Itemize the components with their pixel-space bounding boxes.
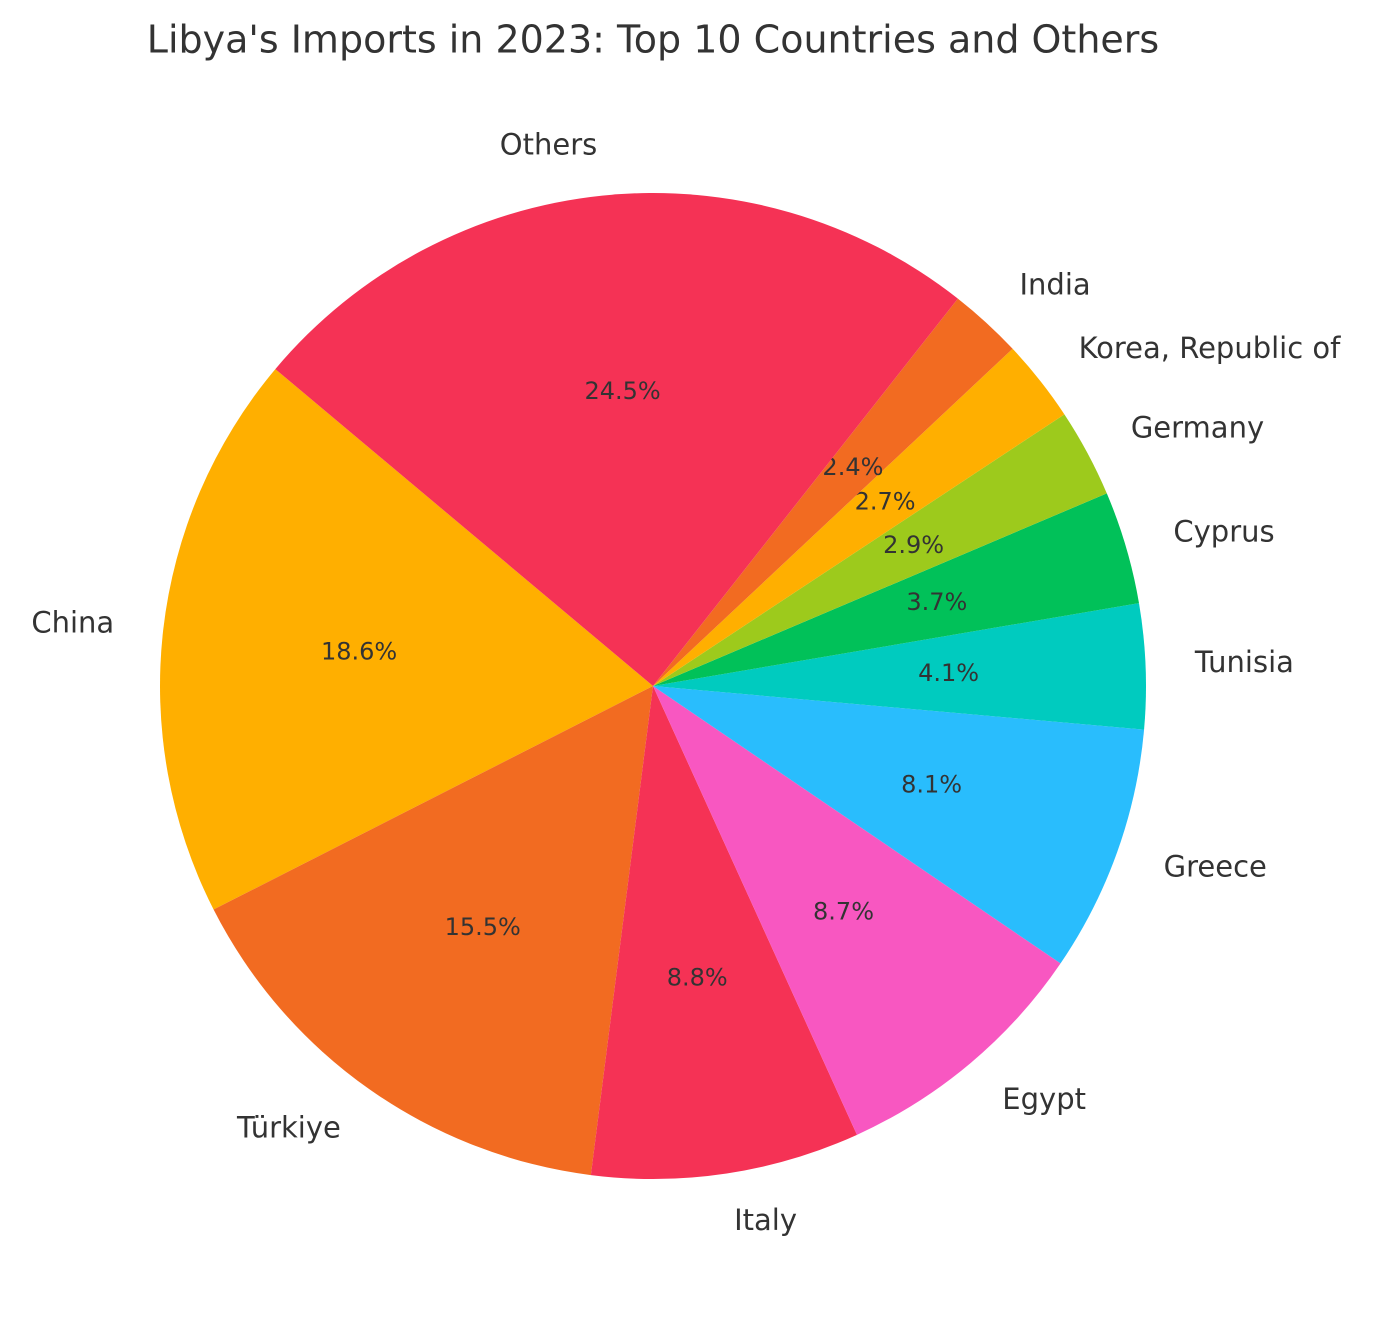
pie-slice: [275, 193, 958, 687]
value-label: 4.1%: [918, 659, 979, 687]
pie-slice: [653, 414, 1107, 686]
value-label: 3.7%: [906, 588, 967, 616]
value-label: 15.5%: [445, 913, 521, 941]
pie-slice: [653, 298, 1013, 686]
chart-title: Libya's Imports in 2023: Top 10 Countrie…: [147, 18, 1159, 62]
value-label: 8.8%: [667, 963, 728, 991]
pie-slice: [653, 686, 1145, 964]
value-label: 2.9%: [883, 531, 944, 559]
slice-label: Germany: [1131, 411, 1264, 445]
pie-slice: [590, 686, 857, 1179]
slice-label: Korea, Republic of: [1079, 331, 1342, 365]
slice-label: Egypt: [1002, 1082, 1086, 1116]
value-label: 8.1%: [901, 771, 962, 799]
slice-label: China: [31, 605, 114, 639]
slice-label: Cyprus: [1173, 514, 1274, 548]
pie-slice: [653, 493, 1139, 686]
pie-slice: [653, 348, 1065, 686]
pie-slice: [653, 686, 1061, 1135]
value-label: 8.7%: [813, 897, 874, 925]
slice-label: Tunisia: [1194, 645, 1294, 679]
pie-slice: [159, 369, 654, 910]
slice-label: Italy: [734, 1203, 797, 1237]
value-label: 24.5%: [584, 377, 660, 405]
slice-label: Greece: [1164, 849, 1267, 883]
value-label: 18.6%: [321, 637, 397, 665]
pie-slice: [653, 603, 1146, 730]
slice-label: Others: [500, 128, 597, 162]
value-label: 2.7%: [855, 488, 916, 516]
slice-label: Türkiye: [236, 1110, 341, 1144]
pie-slice: [213, 686, 653, 1176]
slice-label: India: [1020, 267, 1091, 301]
